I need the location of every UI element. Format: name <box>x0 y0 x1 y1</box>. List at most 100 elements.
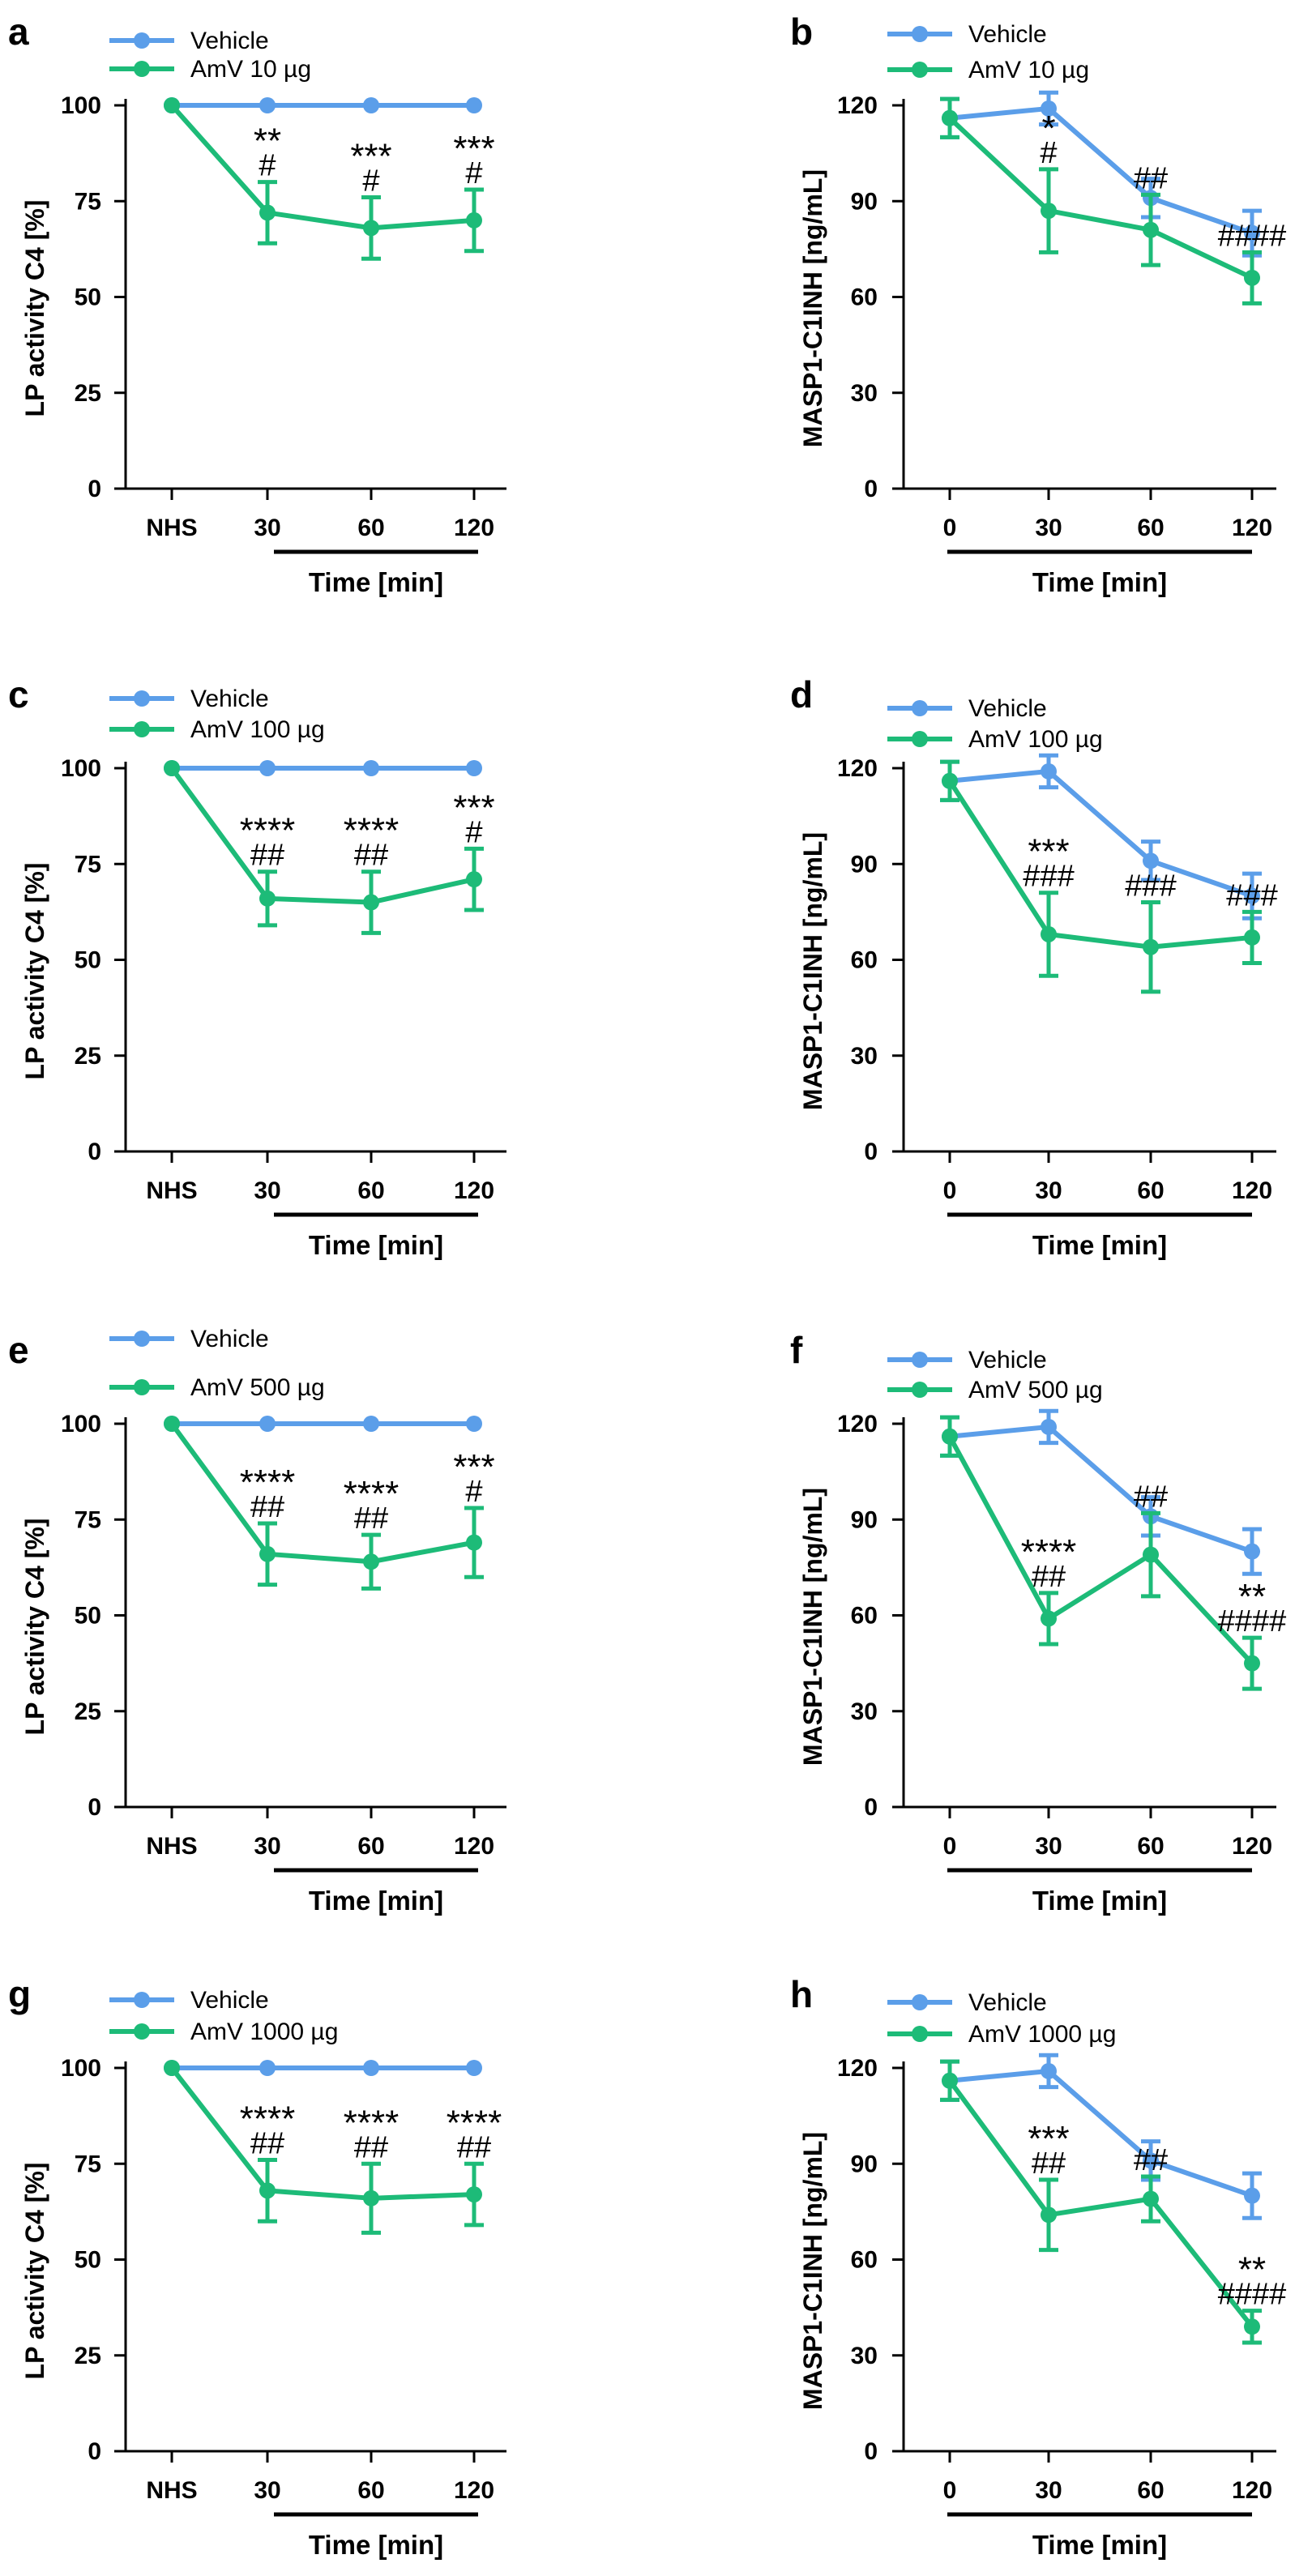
x-tick-label: NHS <box>146 1833 197 1860</box>
data-point-vehicle <box>1041 763 1057 780</box>
y-tick-label: 50 <box>75 2247 101 2274</box>
y-tick-label: 30 <box>851 1698 878 1725</box>
y-tick-label: 75 <box>75 851 101 878</box>
legend-label: AmV 10 µg <box>968 57 1089 83</box>
data-point-amv <box>164 97 180 113</box>
data-point-vehicle <box>363 2060 379 2076</box>
significance-stars: **** <box>240 811 296 851</box>
data-point-vehicle <box>259 2060 276 2076</box>
significance-hash: ### <box>1125 869 1176 904</box>
x-tick-label: 120 <box>454 515 494 541</box>
series-line-vehicle <box>949 768 1253 899</box>
data-point-vehicle <box>466 1416 482 1432</box>
data-point-amv <box>466 2186 482 2203</box>
y-tick-label: 30 <box>851 1043 878 1070</box>
data-point-amv <box>942 2072 958 2089</box>
y-axis-label: LP activity C4 [%] <box>20 1519 49 1736</box>
data-point-amv <box>259 204 276 221</box>
y-tick-label: 100 <box>61 2055 101 2082</box>
data-point-vehicle <box>259 1416 276 1432</box>
data-point-amv <box>363 220 379 237</box>
significance-stars: **** <box>240 2100 296 2139</box>
panel-letter: d <box>790 673 813 716</box>
data-point-vehicle <box>1244 887 1260 904</box>
series-line-vehicle <box>949 105 1253 236</box>
significance-hash: ## <box>354 1502 388 1536</box>
significance-hash: #### <box>1218 219 1287 253</box>
data-point-vehicle <box>466 760 482 776</box>
significance-stars: *** <box>1028 2119 1069 2159</box>
y-tick-label: 50 <box>75 1603 101 1630</box>
significance-stars: **** <box>344 1474 400 1514</box>
legend-label: Vehicle <box>190 686 269 712</box>
y-tick-label: 120 <box>837 1411 878 1438</box>
y-tick-label: 60 <box>851 284 878 311</box>
data-point-amv <box>363 2189 379 2206</box>
x-tick-label: NHS <box>146 1177 197 1204</box>
significance-hash: # <box>362 164 379 199</box>
panel-letter: f <box>790 1329 803 1371</box>
significance-hash: ## <box>250 1490 284 1524</box>
significance-hash: #### <box>1218 1604 1287 1638</box>
legend-swatch-marker <box>912 731 928 747</box>
x-axis-label: Time [min] <box>309 567 443 597</box>
data-point-amv <box>363 1553 379 1570</box>
x-axis-label: Time [min] <box>1032 567 1167 597</box>
x-tick-label: 30 <box>1035 1177 1062 1204</box>
x-axis-label: Time [min] <box>309 1886 443 1916</box>
series-line-amv <box>947 2078 1254 2329</box>
y-axis-label: LP activity C4 [%] <box>20 863 49 1080</box>
series-line-vehicle <box>949 2068 1253 2198</box>
significance-stars: **** <box>1021 1532 1077 1572</box>
legend-label: Vehicle <box>190 28 269 54</box>
significance-hash: ### <box>1226 878 1277 912</box>
chart-panel-d: d 0 30 60 90 120 0 30 60 120 Time [min] MASP1-C1INH… <box>790 673 1278 1260</box>
y-tick-label: 75 <box>75 1506 101 1533</box>
y-tick-label: 120 <box>837 755 878 782</box>
series-line-amv <box>947 780 1253 950</box>
data-point-amv <box>1041 203 1057 220</box>
x-tick-label: 60 <box>357 515 384 541</box>
data-point-vehicle <box>1244 1543 1260 1560</box>
significance-hash: ## <box>1134 1480 1168 1514</box>
data-point-vehicle <box>259 97 276 113</box>
data-point-vehicle <box>1041 100 1057 117</box>
y-tick-label: 120 <box>837 2055 878 2082</box>
data-point-amv <box>1143 1546 1159 1563</box>
data-point-vehicle <box>1143 852 1159 869</box>
significance-stars: **** <box>240 1463 296 1502</box>
y-tick-label: 0 <box>88 1138 101 1165</box>
y-tick-label: 50 <box>75 947 101 974</box>
data-point-amv <box>466 871 482 888</box>
y-tick-label: 100 <box>61 755 101 782</box>
y-tick-label: 25 <box>75 1698 101 1725</box>
legend-swatch-marker <box>134 721 150 737</box>
y-tick-label: 90 <box>851 851 878 878</box>
data-point-amv <box>259 890 276 907</box>
legend-swatch-marker <box>912 26 928 42</box>
y-tick-label: 90 <box>851 2151 878 2177</box>
data-point-amv <box>1041 1610 1057 1627</box>
x-tick-label: 60 <box>357 2477 384 2504</box>
legend-swatch-marker <box>134 690 150 707</box>
y-tick-label: 75 <box>75 2151 101 2177</box>
panel-letter: h <box>790 1973 813 2015</box>
significance-hash: ## <box>354 2130 388 2164</box>
significance-hash: ### <box>1023 860 1074 894</box>
series-line-amv <box>169 1422 475 1565</box>
series-line-amv <box>169 104 475 231</box>
data-point-vehicle <box>363 1416 379 1432</box>
data-point-vehicle <box>1244 2187 1260 2204</box>
data-point-amv <box>363 894 379 911</box>
significance-stars: *** <box>453 1447 494 1487</box>
y-tick-label: 100 <box>61 92 101 119</box>
x-axis-label: Time [min] <box>309 2530 443 2560</box>
chart-panel-g: g 0 25 50 75 100 NHS 30 60 120 Time [min] LP activi… <box>8 1973 506 2560</box>
significance-hash: ## <box>1134 2143 1168 2177</box>
y-tick-label: 120 <box>837 92 878 119</box>
data-point-amv <box>164 2060 180 2076</box>
y-axis-label: MASP1-C1INH [ng/mL] <box>798 169 827 447</box>
legend-label: AmV 1000 µg <box>968 2021 1116 2048</box>
x-tick-label: 60 <box>1137 1833 1164 1860</box>
